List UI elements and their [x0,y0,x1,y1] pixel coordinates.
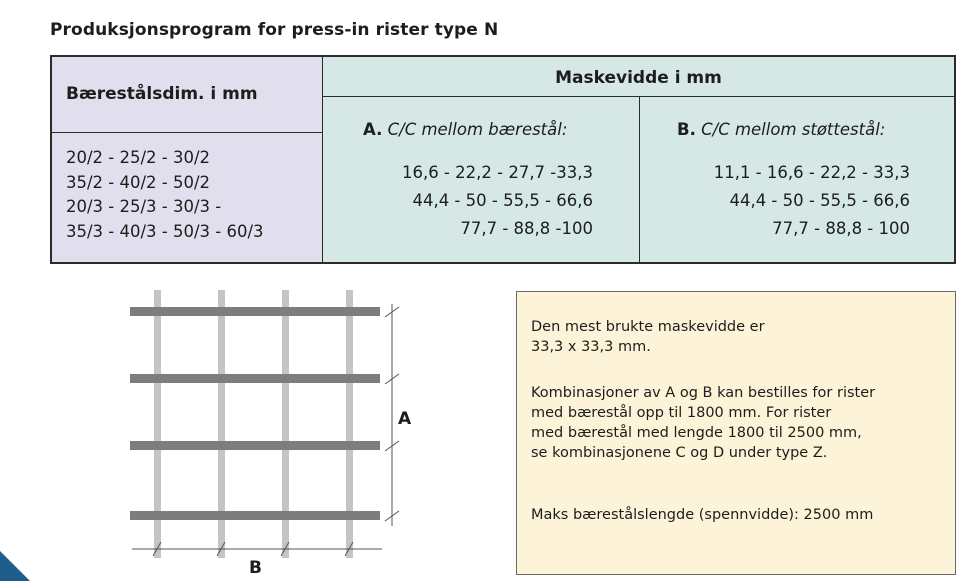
column-b-value-line: 77,7 - 88,8 - 100 [772,219,910,238]
dimensions-cell: 20/2 - 25/2 - 30/2 35/2 - 40/2 - 50/2 20… [52,132,323,262]
dimension-label-a: A [398,409,412,429]
dimension-label-b: B [249,558,262,578]
bearing-bar [130,374,380,383]
column-a-label: C/C mellom bærestål: [387,120,568,139]
support-bar [346,290,353,558]
note-combinations: Kombinasjoner av A og B kan bestilles fo… [531,385,876,461]
grating-diagram: A B [130,290,412,578]
column-a-values: 16,6 - 22,2 - 27,7 -33,3 44,4 - 50 - 55,… [402,159,593,243]
column-b-label: C/C mellom støttestål: [701,120,886,139]
column-a-cell: A. C/C mellom bærestål: 16,6 - 22,2 - 27… [323,97,640,262]
bearing-steel-header: Bærestålsdim. i mm [66,84,258,104]
column-a-header: A. C/C mellom bærestål: [363,120,567,139]
note-max-length: Maks bærestålslengde (spennvidde): 2500 … [531,507,874,523]
column-b-value-line: 11,1 - 16,6 - 22,2 - 33,3 [713,163,910,182]
support-bar [218,290,225,558]
dimension-lines [132,304,400,557]
note-most-used: Den mest brukte maskevidde er 33,3 x 33,… [531,319,765,355]
bearing-steel-header-cell: Bærestålsdim. i mm [52,57,323,132]
mesh-width-header-cell: Maskevidde i mm [323,57,954,97]
dimension-line: 20/3 - 25/3 - 30/3 - [66,197,222,216]
column-b-letter: B. [677,120,696,139]
column-b-header: B. C/C mellom støttestål: [677,120,885,139]
dimensions-list: 20/2 - 25/2 - 30/2 35/2 - 40/2 - 50/2 20… [66,146,264,244]
bearing-bar [130,511,380,520]
bearing-bar [130,441,380,450]
bearing-bar [130,307,380,316]
mesh-width-header: Maskevidde i mm [555,68,722,88]
support-bar [282,290,289,558]
page-title: Produksjonsprogram for press-in rister t… [50,20,499,40]
dimension-line: 35/3 - 40/3 - 50/3 - 60/3 [66,221,264,241]
column-a-value-line: 16,6 - 22,2 - 27,7 -33,3 [401,163,593,182]
production-table: Bærestålsdim. i mm 20/2 - 25/2 - 30/2 35… [50,55,956,264]
support-bar [154,290,161,558]
support-bars [154,290,353,558]
column-b-value-line: 44,4 - 50 - 55,5 - 66,6 [729,191,910,210]
corner-decoration [0,551,30,581]
column-a-value-line: 77,7 - 88,8 -100 [460,219,593,238]
dimension-line: 35/2 - 40/2 - 50/2 [66,172,211,192]
column-b-cell: B. C/C mellom støttestål: 11,1 - 16,6 - … [640,97,954,262]
info-note-box: Den mest brukte maskevidde er 33,3 x 33,… [516,291,956,575]
column-a-value-line: 44,4 - 50 - 55,5 - 66,6 [412,191,593,210]
bearing-bars [130,307,380,520]
dimension-line: 20/2 - 25/2 - 30/2 [66,148,211,167]
column-b-values: 11,1 - 16,6 - 22,2 - 33,3 44,4 - 50 - 55… [714,159,910,243]
column-a-letter: A. [363,120,383,139]
